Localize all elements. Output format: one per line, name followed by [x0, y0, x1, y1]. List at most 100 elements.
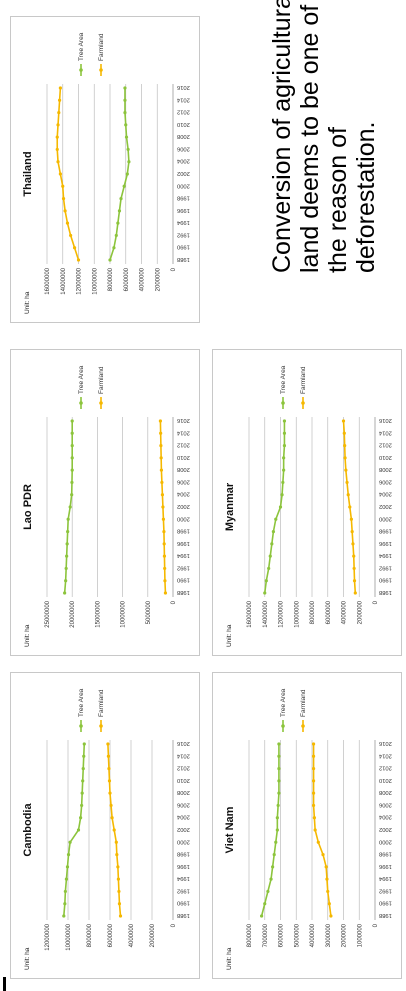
data-point-tree-area	[64, 579, 68, 583]
y-tick-label: 12000000	[279, 600, 285, 627]
data-point-tree-area	[65, 554, 69, 558]
data-point-tree-area	[271, 865, 275, 869]
x-tick-label: 2012	[379, 442, 392, 448]
data-point-farmland	[321, 852, 325, 857]
unit-label: Unit: ha	[24, 947, 31, 970]
x-tick-label: 1994	[176, 875, 190, 881]
chart-panel-cambodia: Unit: ha Cambodia 0 2000000 4000000 6000000 80…	[10, 672, 200, 979]
data-point-tree-area	[70, 456, 74, 460]
y-tick-label: 7000000	[263, 923, 269, 947]
data-point-tree-area	[275, 816, 279, 820]
data-point-farmland	[63, 209, 67, 213]
data-point-farmland	[342, 431, 346, 435]
data-point-tree-area	[116, 221, 120, 225]
edge-mark	[3, 977, 6, 991]
x-tick-label: 1990	[177, 900, 190, 906]
data-point-tree-area	[282, 443, 287, 448]
data-point-farmland	[159, 456, 163, 460]
y-tick-label: 10000000	[66, 923, 72, 950]
x-tick-label: 1990	[379, 900, 392, 906]
y-tick-label: 4000000	[140, 267, 146, 291]
x-tick-label: 2012	[379, 765, 392, 771]
caption-line: land deems to be one of	[296, 4, 324, 273]
x-tick-label: 2006	[177, 801, 190, 807]
data-point-farmland	[57, 110, 61, 115]
data-point-tree-area	[127, 160, 131, 164]
data-point-farmland	[61, 196, 66, 201]
data-point-tree-area	[125, 172, 129, 176]
x-tick-label: 2002	[177, 170, 190, 176]
data-point-tree-area	[278, 505, 283, 509]
data-point-tree-area	[123, 98, 127, 102]
x-tick-label: 1996	[177, 207, 190, 213]
series-line-tree-area	[63, 743, 86, 917]
legend-marker-farmland	[301, 724, 305, 728]
data-point-farmland	[106, 754, 111, 758]
data-point-farmland	[159, 431, 163, 435]
data-point-farmland	[109, 803, 113, 808]
data-point-farmland	[158, 419, 162, 423]
x-tick-label: 2014	[176, 429, 190, 435]
x-tick-label: 2010	[177, 777, 190, 783]
x-tick-label: 2016	[379, 417, 392, 423]
data-point-farmland	[343, 456, 347, 460]
x-tick-label: 2000	[177, 182, 190, 188]
data-point-tree-area	[260, 914, 264, 918]
data-point-tree-area	[114, 233, 118, 238]
data-point-farmland	[112, 828, 116, 832]
x-tick-label: 1992	[379, 564, 392, 570]
x-tick-label: 1998	[379, 528, 392, 534]
caption-line: Conversion of agricultural	[268, 0, 296, 273]
data-point-farmland	[118, 914, 123, 918]
x-tick-label: 2014	[378, 429, 392, 435]
data-point-farmland	[159, 443, 163, 448]
data-point-farmland	[117, 889, 121, 894]
data-point-farmland	[160, 480, 164, 485]
chart-lao-pdr: Unit: ha Lao PDR 0 5000000 10000000 15000000 2…	[22, 365, 190, 647]
x-tick-label: 1992	[177, 231, 190, 237]
data-point-farmland	[61, 184, 65, 188]
data-point-tree-area	[66, 517, 70, 521]
data-point-farmland	[327, 902, 331, 906]
x-tick-label: 1998	[379, 851, 392, 857]
data-point-tree-area	[274, 840, 278, 844]
legend-label: Farmland	[98, 366, 105, 394]
data-point-tree-area	[264, 579, 268, 583]
legend-label: Farmland	[300, 366, 307, 394]
data-point-tree-area	[277, 754, 281, 758]
data-point-farmland	[343, 443, 347, 448]
x-tick-label: 2012	[177, 442, 190, 448]
y-tick-label: 6000000	[279, 923, 285, 947]
data-point-farmland	[117, 902, 122, 906]
data-point-farmland	[106, 742, 110, 746]
x-tick-label: 2016	[177, 417, 190, 423]
legend-marker-tree-area	[281, 724, 285, 728]
legend-label: Farmland	[300, 689, 307, 717]
y-tick-label: 1000000	[357, 923, 363, 947]
data-point-tree-area	[64, 566, 68, 571]
x-tick-label: 1996	[177, 540, 190, 546]
legend-label: Tree Area	[280, 688, 287, 717]
data-point-tree-area	[263, 591, 267, 595]
x-tick-label: 1988	[379, 589, 392, 595]
y-tick-label: 8000000	[87, 923, 93, 947]
data-point-tree-area	[282, 431, 287, 435]
data-point-tree-area	[276, 803, 280, 808]
data-point-farmland	[346, 493, 350, 497]
data-point-tree-area	[70, 480, 74, 485]
data-point-farmland	[58, 98, 62, 102]
y-tick-label: 12000000	[45, 923, 51, 950]
data-point-farmland	[352, 579, 357, 583]
data-point-tree-area	[79, 816, 83, 820]
data-point-tree-area	[272, 852, 276, 857]
data-point-farmland	[110, 816, 114, 820]
data-point-tree-area	[66, 852, 71, 857]
data-point-farmland	[325, 877, 329, 881]
data-point-tree-area	[82, 754, 86, 758]
data-point-tree-area	[277, 766, 281, 771]
y-tick-label: 4000000	[310, 923, 316, 947]
data-point-farmland	[55, 135, 59, 139]
chart-myanmar: Unit: ha Myanmar 0 2000000 4000000 6000000 800…	[224, 365, 392, 647]
data-point-tree-area	[112, 246, 116, 250]
